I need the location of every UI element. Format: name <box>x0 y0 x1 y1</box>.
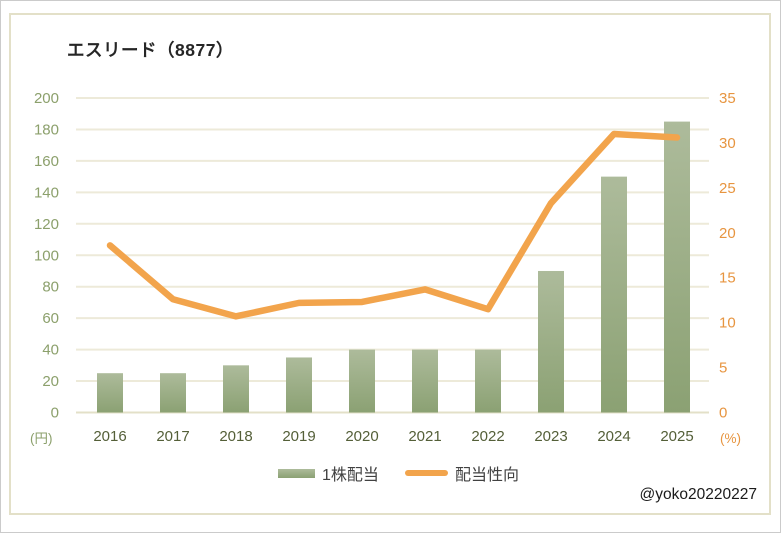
bar-2020 <box>349 349 375 413</box>
svg-text:30: 30 <box>719 135 736 152</box>
svg-text:140: 140 <box>34 184 59 201</box>
left-axis-unit: (円) <box>30 431 53 446</box>
svg-text:20: 20 <box>719 225 736 242</box>
svg-text:2017: 2017 <box>156 428 189 445</box>
svg-text:2024: 2024 <box>597 428 630 445</box>
line-series-swatch-icon <box>404 470 448 476</box>
svg-text:200: 200 <box>34 90 59 107</box>
svg-text:180: 180 <box>34 121 59 138</box>
svg-text:20: 20 <box>42 373 59 390</box>
svg-text:2022: 2022 <box>471 428 504 445</box>
svg-text:25: 25 <box>719 180 736 197</box>
svg-text:120: 120 <box>34 216 59 233</box>
bar-2016 <box>97 373 123 413</box>
bar-2025 <box>664 121 690 413</box>
bar-2022 <box>475 349 501 413</box>
svg-text:160: 160 <box>34 153 59 170</box>
svg-text:5: 5 <box>719 360 727 377</box>
bar-2024 <box>601 176 627 413</box>
svg-text:100: 100 <box>34 247 59 264</box>
legend-item-dividend: 1株配当 <box>278 461 379 485</box>
svg-text:2020: 2020 <box>345 428 378 445</box>
svg-text:10: 10 <box>719 315 736 332</box>
bar-series-swatch-icon <box>278 468 316 478</box>
svg-text:40: 40 <box>42 342 59 359</box>
svg-text:15: 15 <box>719 270 736 287</box>
x-axis-labels: 2016 2017 2018 2019 2020 2021 2022 2023 2024 2025 <box>93 428 693 445</box>
gridlines <box>76 97 709 414</box>
svg-text:0: 0 <box>719 405 727 422</box>
legend-label-dividend: 1株配当 <box>322 467 379 484</box>
bar-series-dividend <box>97 121 690 413</box>
svg-text:80: 80 <box>42 279 59 296</box>
svg-text:2025: 2025 <box>660 428 693 445</box>
legend-label-payout: 配当性向 <box>454 467 519 484</box>
watermark: @yoko20220227 <box>639 486 757 503</box>
chart-title: エスリード（8877） <box>67 40 234 60</box>
svg-text:2021: 2021 <box>408 428 441 445</box>
bar-2018 <box>223 365 249 413</box>
line-series-payout <box>106 130 681 320</box>
svg-text:35: 35 <box>719 90 736 107</box>
right-axis-labels: 0 5 10 15 20 25 30 35 <box>719 90 736 422</box>
bar-2023 <box>538 270 564 413</box>
legend-item-payout: 配当性向 <box>404 461 519 485</box>
bar-2021 <box>412 349 438 413</box>
svg-text:2019: 2019 <box>282 428 315 445</box>
svg-text:2016: 2016 <box>93 428 126 445</box>
svg-text:60: 60 <box>42 310 59 327</box>
legend: 1株配当 配当性向 <box>9 461 780 485</box>
svg-text:2023: 2023 <box>534 428 567 445</box>
svg-text:0: 0 <box>51 405 59 422</box>
svg-text:2018: 2018 <box>219 428 252 445</box>
bar-2017 <box>160 373 186 413</box>
bar-2019 <box>286 357 312 413</box>
right-axis-unit: (%) <box>720 431 741 446</box>
left-axis-labels: 0 20 40 60 80 100 120 140 160 180 200 <box>34 90 59 422</box>
